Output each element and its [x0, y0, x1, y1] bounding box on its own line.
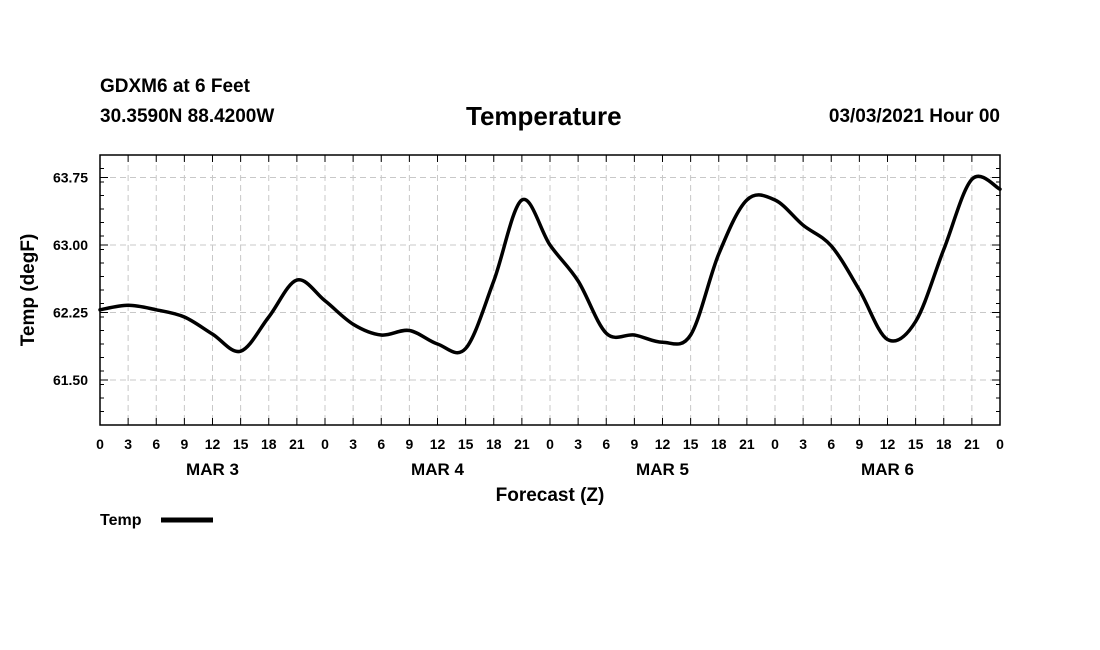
- y-tick-label: 63.00: [53, 237, 88, 253]
- day-label: MAR 5: [636, 460, 689, 479]
- day-label: MAR 6: [861, 460, 914, 479]
- day-label: MAR 3: [186, 460, 239, 479]
- y-axis-label: Temp (degF): [18, 234, 39, 347]
- chart-title: Temperature: [466, 101, 622, 131]
- x-tick-label: 15: [458, 436, 474, 452]
- y-tick-label: 63.75: [53, 170, 88, 186]
- y-tick-label: 61.50: [53, 372, 88, 388]
- x-tick-label: 6: [602, 436, 610, 452]
- x-tick-label: 6: [152, 436, 160, 452]
- x-tick-label: 3: [349, 436, 357, 452]
- x-tick-label: 12: [880, 436, 896, 452]
- x-tick-label: 0: [321, 436, 329, 452]
- x-tick-label: 9: [630, 436, 638, 452]
- series-group: [98, 174, 1002, 355]
- x-tick-label: 15: [233, 436, 249, 452]
- x-tick-label: 6: [377, 436, 385, 452]
- coordinates-label: 30.3590N 88.4200W: [100, 106, 275, 127]
- plot-frame: [99, 154, 1001, 426]
- x-tick-label: 15: [683, 436, 699, 452]
- legend-label: Temp: [100, 512, 142, 529]
- x-tick-label: 0: [546, 436, 554, 452]
- x-tick-label: 18: [936, 436, 952, 452]
- x-axis-ticks: 0 3 6 9 12 15 18 21 0 3 6 9 12 15 18 21 0 3 6 9 12 15 18 21 0 3 6 9…: [96, 155, 1004, 479]
- x-tick-label: 9: [855, 436, 863, 452]
- x-tick-label: 15: [908, 436, 924, 452]
- day-label: MAR 4: [411, 460, 464, 479]
- x-tick-label: 0: [96, 436, 104, 452]
- x-axis-label: Forecast (Z): [496, 485, 605, 506]
- x-tick-label: 21: [739, 436, 755, 452]
- x-tick-label: 0: [996, 436, 1004, 452]
- forecast-datetime: 03/03/2021 Hour 00: [828, 106, 1000, 127]
- x-tick-label: 9: [405, 436, 413, 452]
- x-tick-label: 21: [964, 436, 980, 452]
- y-axis-ticks: 61.50 62.25 63.00 63.75: [53, 154, 1000, 412]
- x-tick-label: 9: [180, 436, 188, 452]
- x-tick-label: 3: [124, 436, 132, 452]
- grid-lines: [100, 155, 1000, 425]
- x-tick-label: 12: [430, 436, 446, 452]
- x-tick-label: 0: [771, 436, 779, 452]
- x-tick-label: 12: [205, 436, 221, 452]
- x-tick-label: 12: [655, 436, 671, 452]
- y-tick-label: 62.25: [53, 305, 88, 321]
- x-tick-label: 18: [486, 436, 502, 452]
- x-tick-label: 6: [827, 436, 835, 452]
- x-tick-label: 18: [711, 436, 727, 452]
- x-tick-label: 3: [799, 436, 807, 452]
- x-tick-label: 21: [514, 436, 530, 452]
- x-tick-label: 3: [574, 436, 582, 452]
- x-tick-label: 18: [261, 436, 277, 452]
- station-label: GDXM6 at 6 Feet: [100, 76, 250, 97]
- series-line-temp: [98, 174, 1002, 355]
- x-tick-label: 21: [289, 436, 305, 452]
